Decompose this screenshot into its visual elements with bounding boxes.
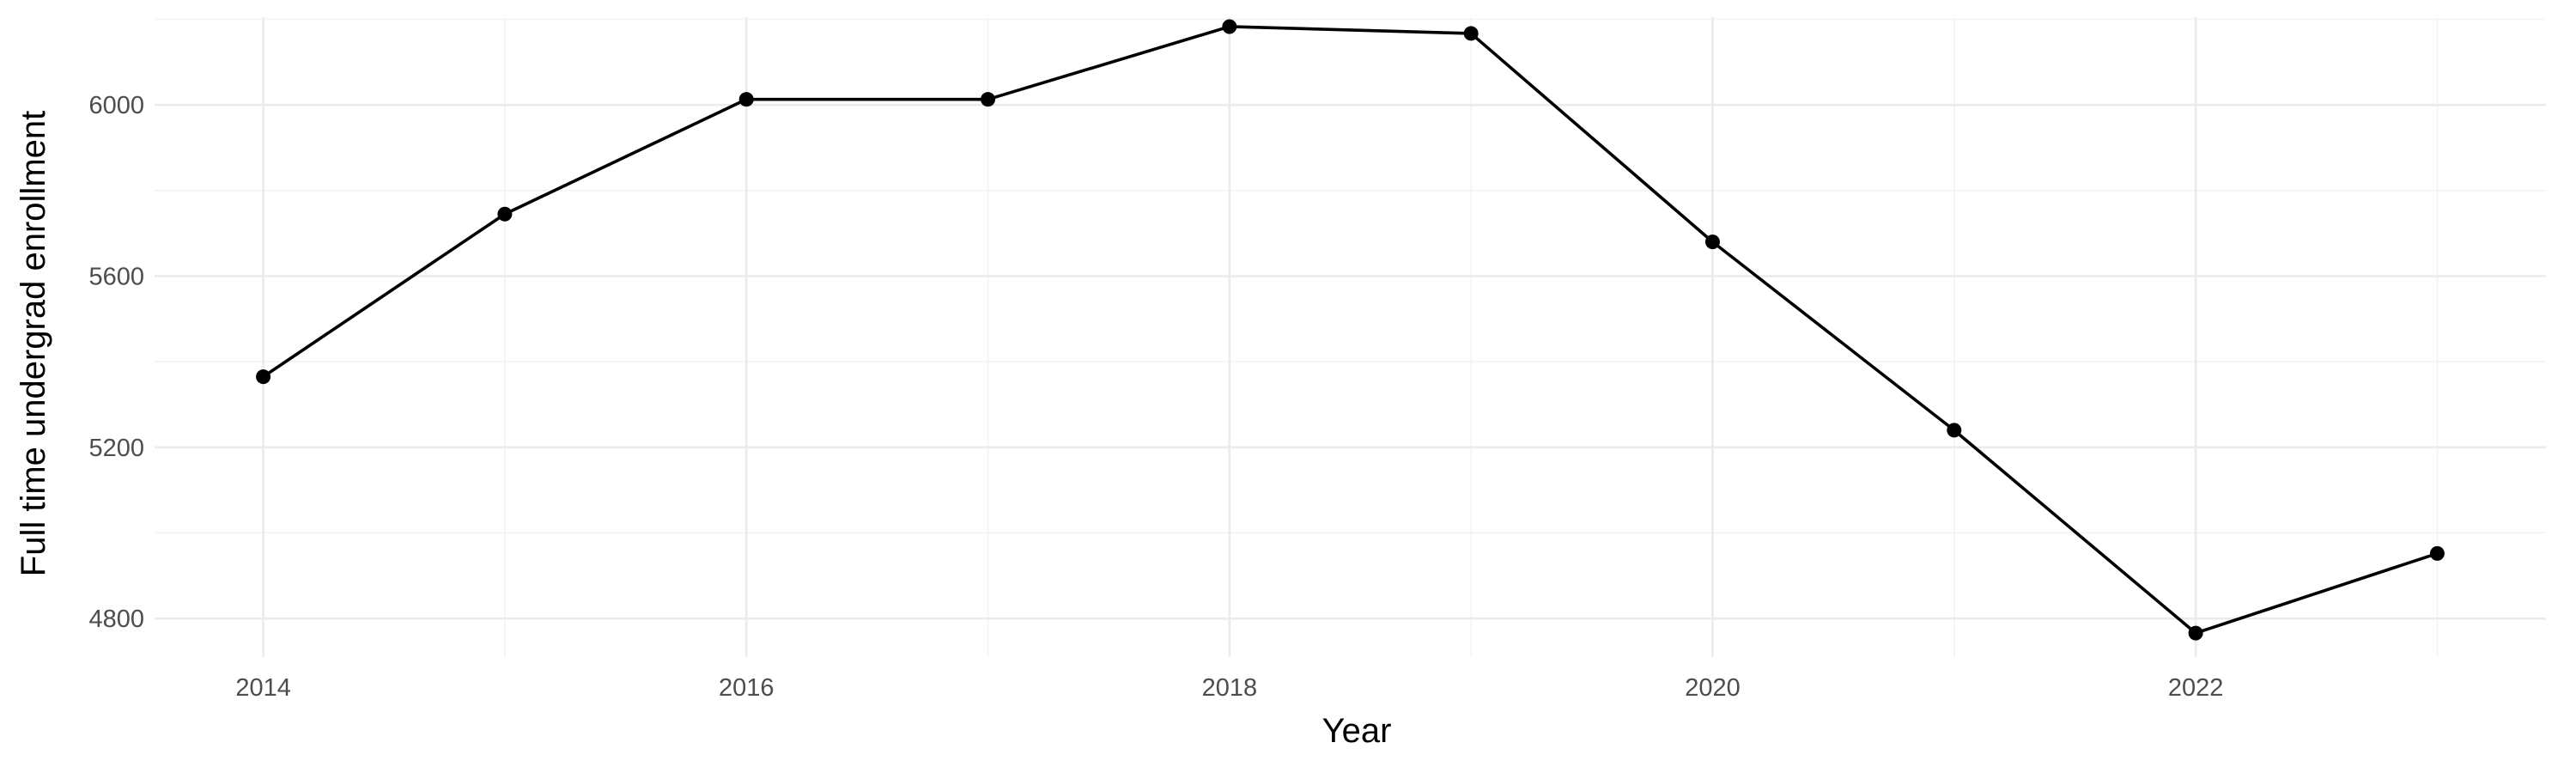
y-axis-tick-labels: 4800 5200 5600 6000	[88, 92, 144, 633]
x-axis-title: Year	[1322, 712, 1392, 750]
series-line	[262, 25, 2438, 635]
data-point	[497, 206, 513, 222]
data-point	[1222, 19, 1237, 34]
x-tick-label: 2018	[1202, 674, 1258, 702]
series-layer	[256, 19, 2445, 641]
data-point	[2429, 545, 2445, 561]
x-tick-label: 2014	[235, 674, 291, 702]
plot-panel	[155, 17, 2546, 657]
x-tick-label: 2016	[719, 674, 775, 702]
y-tick-label: 5600	[88, 263, 144, 290]
y-tick-label: 4800	[88, 606, 144, 633]
data-point	[1463, 26, 1479, 41]
data-point	[981, 92, 996, 107]
data-point	[738, 92, 754, 107]
y-axis-title: Full time undergrad enrollment	[15, 111, 52, 576]
x-tick-label: 2020	[1685, 674, 1741, 702]
data-point	[1947, 423, 1962, 438]
x-tick-label: 2022	[2168, 674, 2224, 702]
x-axis-tick-labels: 2014 2016 2018 2020 2022	[235, 674, 2223, 702]
y-tick-label: 6000	[88, 92, 144, 119]
data-point	[256, 369, 271, 385]
data-point	[1704, 234, 1720, 250]
y-tick-label: 5200	[88, 435, 144, 462]
data-point	[2188, 625, 2203, 641]
grid	[155, 17, 2546, 657]
